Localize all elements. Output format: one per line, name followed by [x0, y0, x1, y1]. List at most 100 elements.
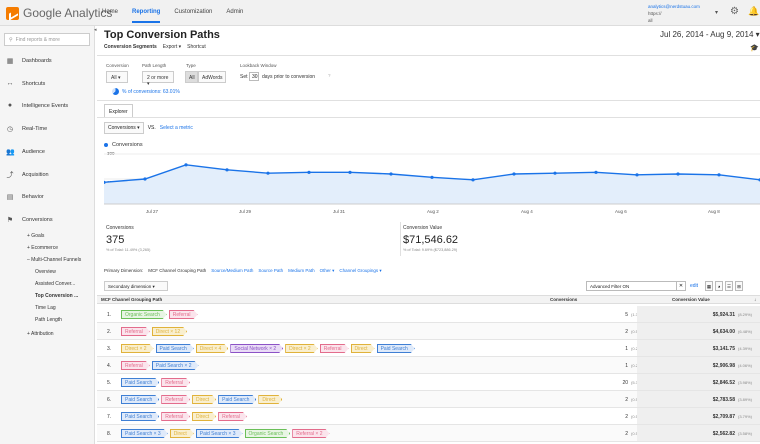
dim-other[interactable]: Other ▾	[319, 268, 335, 273]
data-point[interactable]	[594, 170, 598, 174]
lookback-days-input[interactable]: 30	[249, 72, 259, 81]
sidebar-item-intelligence[interactable]: ● Intelligence Events	[6, 102, 92, 109]
channel-chip[interactable]: Paid Search × 3	[196, 429, 243, 438]
channel-chip[interactable]: Paid Search	[377, 344, 415, 353]
channel-chip[interactable]: Direct	[192, 395, 216, 404]
channel-chip[interactable]: Paid Search	[121, 378, 159, 387]
data-point[interactable]	[471, 178, 475, 182]
type-adwords-button[interactable]: AdWords	[198, 71, 226, 83]
channel-chip[interactable]: Referral	[169, 310, 198, 319]
channel-chip[interactable]: Paid Search	[121, 412, 159, 421]
channel-chip[interactable]: Paid Search	[218, 395, 256, 404]
nav-home[interactable]: Home	[102, 9, 119, 15]
tab-explorer[interactable]: Explorer	[104, 104, 133, 118]
channel-chip[interactable]: Direct	[258, 395, 282, 404]
collapse-sidebar-icon[interactable]: ◂	[94, 27, 97, 33]
data-point[interactable]	[266, 171, 270, 175]
channel-chip[interactable]: Referral	[218, 412, 247, 421]
header-value[interactable]: Conversion Value	[672, 297, 710, 302]
data-point[interactable]	[143, 177, 147, 181]
header-path[interactable]: MCF Channel Grouping Path	[101, 297, 163, 302]
channel-chip[interactable]: Direct × 12	[152, 327, 187, 336]
channel-chip[interactable]: Referral × 2	[292, 429, 329, 438]
conversion-dropdown[interactable]: All ▾	[106, 71, 128, 83]
sidebar-attribution[interactable]: + Attribution	[27, 331, 54, 337]
sidebar-item-conversions[interactable]: ⚑ Conversions	[6, 216, 92, 224]
channel-chip[interactable]: Social Network × 2	[230, 344, 283, 353]
channel-chip[interactable]: Referral	[161, 412, 190, 421]
sidebar-path-length[interactable]: Path Length	[35, 317, 62, 323]
channel-chip[interactable]: Direct × 4	[196, 344, 229, 353]
sidebar-item-acquisition[interactable]: ⤴ Acquisition	[6, 170, 92, 180]
channel-chip[interactable]: Referral	[161, 395, 190, 404]
sidebar-mcf[interactable]: – Multi-Channel Funnels	[27, 257, 82, 263]
gear-icon[interactable]: ⚙	[730, 6, 739, 17]
data-point[interactable]	[635, 173, 639, 177]
channel-chip[interactable]: Referral	[161, 378, 190, 387]
channel-chip[interactable]: Referral	[121, 327, 150, 336]
dim-medium[interactable]: Medium Path	[288, 268, 315, 273]
data-point[interactable]	[225, 168, 229, 172]
clear-filter-icon[interactable]: ✕	[676, 281, 686, 291]
sidebar-item-behavior[interactable]: ▤ Behavior	[6, 193, 92, 201]
table-view-icon[interactable]: ▦	[705, 281, 713, 291]
channel-chip[interactable]: Direct × 2	[121, 344, 154, 353]
data-point[interactable]	[512, 172, 516, 176]
nav-customization[interactable]: Customization	[174, 9, 213, 15]
dim-mcf[interactable]: MCF Channel Grouping Path	[148, 268, 207, 273]
conversions-chart[interactable]	[104, 152, 760, 218]
advanced-filter-field[interactable]: Advanced Filter ON	[586, 281, 686, 291]
performance-view-icon[interactable]: ☰	[725, 281, 733, 291]
help-icon[interactable]: ?	[328, 73, 331, 78]
channel-chip[interactable]: Paid Search	[121, 395, 159, 404]
sidebar-item-shortcuts[interactable]: ↔ Shortcuts	[6, 80, 92, 87]
select-metric-link[interactable]: Select a metric	[159, 125, 193, 131]
sidebar-time-lag[interactable]: Time Lag	[35, 305, 56, 311]
sidebar-item-audience[interactable]: 👥 Audience	[6, 148, 92, 156]
dim-source[interactable]: Source Path	[258, 268, 284, 273]
shortcut-button[interactable]: Shortcut	[187, 44, 206, 50]
channel-chip[interactable]: Direct	[351, 344, 375, 353]
data-point[interactable]	[430, 175, 434, 179]
data-point[interactable]	[104, 180, 106, 184]
metric-dropdown[interactable]: Conversions ▾	[104, 122, 144, 134]
nav-admin[interactable]: Admin	[226, 9, 244, 15]
sidebar-item-realtime[interactable]: ◷ Real-Time	[6, 125, 92, 133]
secondary-dimension-dropdown[interactable]: Secondary dimension ▾	[104, 281, 168, 291]
data-point[interactable]	[184, 163, 188, 167]
channel-chip[interactable]: Organic Search	[121, 310, 167, 319]
sidebar-goals[interactable]: + Goals	[27, 233, 45, 239]
channel-chip[interactable]: Paid Search × 2	[152, 361, 199, 370]
channel-chip[interactable]: Referral	[320, 344, 349, 353]
channel-chip[interactable]: Referral	[121, 361, 150, 370]
channel-chip[interactable]: Paid Search × 3	[121, 429, 168, 438]
sidebar-ecommerce[interactable]: + Ecommerce	[27, 245, 58, 251]
channel-chip[interactable]: Direct	[192, 412, 216, 421]
sidebar-item-dashboards[interactable]: ▦ Dashboards	[6, 57, 92, 65]
bell-icon[interactable]: 🔔	[748, 6, 760, 16]
export-button[interactable]: Export ▾	[162, 44, 182, 50]
sort-desc-icon[interactable]: ↓	[754, 297, 757, 302]
type-all-button[interactable]: All	[185, 71, 198, 83]
search-input[interactable]: ⚲ Find reports & more	[4, 33, 90, 46]
pivot-view-icon[interactable]: ⊞	[735, 281, 743, 291]
data-point[interactable]	[676, 172, 680, 176]
channel-chip[interactable]: Organic Search	[245, 429, 291, 438]
data-point[interactable]	[717, 173, 721, 177]
sidebar-assisted[interactable]: Assisted Conver...	[35, 281, 76, 287]
header-conversions[interactable]: Conversions	[550, 297, 578, 302]
nav-reporting[interactable]: Reporting	[132, 9, 161, 23]
channel-chip[interactable]: Direct	[170, 429, 194, 438]
data-point[interactable]	[553, 171, 557, 175]
channel-chip[interactable]: Direct × 2	[285, 344, 318, 353]
channel-chip[interactable]: Paid Search	[156, 344, 194, 353]
data-point[interactable]	[348, 170, 352, 174]
sidebar-overview[interactable]: Overview	[35, 269, 56, 275]
dim-channel-groupings[interactable]: Channel Groupings ▾	[339, 268, 382, 273]
chevron-down-icon[interactable]: ▾	[715, 10, 719, 16]
data-point[interactable]	[389, 172, 393, 176]
edit-filter-link[interactable]: edit	[690, 283, 699, 289]
graduation-cap-icon[interactable]: 🎓	[750, 45, 759, 52]
sidebar-top-conversion[interactable]: Top Conversion ...	[35, 293, 79, 299]
path-length-dropdown[interactable]: 2 or more ▾	[142, 71, 174, 87]
